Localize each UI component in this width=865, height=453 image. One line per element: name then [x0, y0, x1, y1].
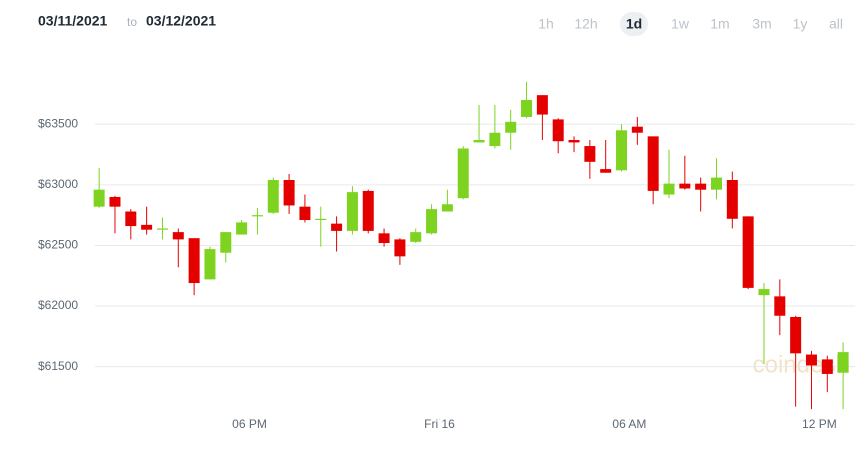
candle-body [710, 177, 722, 190]
range-button[interactable]: 3m [752, 16, 771, 32]
date-to-word: to [127, 15, 137, 29]
y-tick-label: $62000 [38, 298, 78, 312]
candle-body [172, 232, 184, 240]
candle-body [362, 190, 374, 231]
candle-body [631, 126, 643, 133]
candle-body [758, 289, 770, 296]
range-button-bg [620, 12, 648, 36]
candle-body [283, 180, 295, 206]
candle-body [695, 183, 707, 190]
candle-body [616, 130, 628, 171]
range-button[interactable]: 1y [793, 16, 808, 32]
candle-body [521, 100, 533, 117]
date-to: 03/12/2021 [146, 13, 216, 29]
candle-body [679, 183, 691, 189]
x-tick-label: 12 PM [802, 417, 837, 431]
candle-body [536, 95, 548, 115]
candle-body [378, 233, 390, 244]
candle-body [156, 228, 168, 230]
range-button[interactable]: 12h [574, 16, 597, 32]
candle-body [141, 224, 153, 230]
watermark: coindesk [753, 351, 849, 378]
candle-body [552, 119, 564, 142]
x-tick-label: 06 PM [232, 417, 267, 431]
candle-body [663, 183, 675, 195]
candle-body [837, 352, 849, 373]
candle-body [441, 204, 453, 212]
candle-body [742, 216, 754, 288]
candle-body [93, 189, 105, 207]
candle-body [109, 196, 121, 207]
candle-body [188, 238, 200, 284]
candle-body [505, 121, 517, 133]
candle-body [410, 232, 422, 242]
candle-body [489, 132, 501, 147]
candle-body [394, 239, 406, 257]
candle-body [251, 215, 263, 217]
candle-body [346, 192, 358, 231]
y-tick-label: $63000 [38, 177, 78, 191]
candle-body [600, 169, 612, 173]
y-tick-label: $62500 [38, 238, 78, 252]
candle-body [125, 211, 137, 227]
candle-body [821, 359, 833, 374]
candle-body [647, 136, 659, 191]
y-tick-label: $61500 [38, 359, 78, 373]
candle-body [299, 206, 311, 220]
date-from: 03/11/2021 [38, 13, 108, 29]
candle-body [805, 354, 817, 366]
x-tick-label: Fri 16 [424, 417, 455, 431]
candle-body [568, 140, 580, 143]
range-button[interactable]: 1d [626, 16, 642, 32]
candle-body [584, 146, 596, 162]
candle-body [315, 218, 327, 220]
range-button[interactable]: all [829, 16, 843, 32]
candle-body [220, 232, 232, 253]
x-tick-label: 06 AM [612, 417, 646, 431]
candle-body [204, 249, 216, 280]
range-button[interactable]: 1w [671, 16, 690, 32]
range-button[interactable]: 1m [710, 16, 729, 32]
candle-body [426, 209, 438, 234]
candle-body [473, 140, 485, 143]
y-tick-label: $63500 [38, 116, 78, 130]
candle-body [726, 180, 738, 219]
candle-body [267, 180, 279, 213]
range-button[interactable]: 1h [538, 16, 554, 32]
candle-body [790, 316, 802, 354]
candle-body [331, 223, 343, 231]
candle-body [236, 222, 248, 235]
candle-body [774, 296, 786, 316]
candle-body [457, 148, 469, 199]
